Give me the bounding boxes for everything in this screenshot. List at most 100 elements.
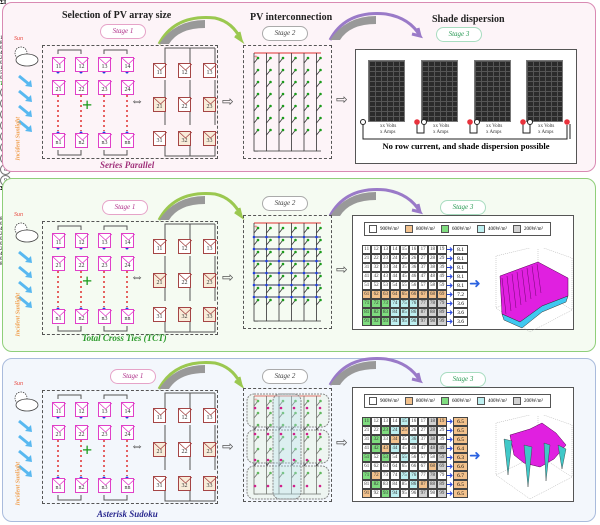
grid-cell: 29 <box>437 254 447 263</box>
pv-module: n2 <box>75 133 89 148</box>
grid-cell: 86 <box>409 480 419 489</box>
pv-module: 23 <box>98 80 112 95</box>
row-current-sum: 8.1 <box>453 245 468 254</box>
panel-spec: xx Volts x Amps <box>538 124 555 135</box>
panel-wiring <box>360 119 571 140</box>
grid-cell: 91 <box>362 317 372 326</box>
pv-module: 21 <box>153 442 167 457</box>
grid-cell: 47 <box>418 272 428 281</box>
grid-cell: 73 <box>380 471 391 480</box>
module-label: 22 <box>78 432 85 438</box>
grid-cell: 46 <box>409 444 419 453</box>
module-label: 21 <box>55 432 62 438</box>
grid-cell: 55 <box>399 281 409 290</box>
grid-cell: 27 <box>418 254 428 263</box>
legend-label: 600W/m² <box>452 398 471 404</box>
legend-label: 400W/m² <box>488 226 507 232</box>
module-label: 13 <box>101 240 108 246</box>
grid-cell: 11 <box>362 417 372 426</box>
module-label: 12 <box>181 415 188 421</box>
sunlight-arrows-icon <box>18 250 32 308</box>
module-label: 32 <box>181 314 188 320</box>
pv-module: 24 <box>121 80 135 95</box>
grid-cell: 65 <box>399 290 409 299</box>
pv-panel-image <box>526 60 563 122</box>
grid-cell: 17 <box>418 245 428 254</box>
module-label: 23 <box>206 104 213 110</box>
right-arrow-icon: ⇨ <box>222 440 234 455</box>
grid-cell: 15 <box>399 417 409 426</box>
sun-label: Sun <box>14 381 23 387</box>
grid-cell: 31 <box>362 435 372 444</box>
grid-cell: 86 <box>409 308 419 317</box>
module-label: 14 <box>124 240 131 246</box>
pv-module: 21 <box>153 97 167 112</box>
grid-cell: 29 <box>437 426 447 435</box>
grid-cell: 16 <box>409 417 419 426</box>
module-label: 23 <box>206 449 213 455</box>
legend-label: 800W/m² <box>416 398 435 404</box>
module-label: 21 <box>55 263 62 269</box>
legend-swatch <box>513 225 521 233</box>
row-current-sum: 7.2 <box>453 290 468 299</box>
module-label: 21 <box>156 104 163 110</box>
stage1-pill: Stage 1 <box>110 369 156 384</box>
pv-module: 14 <box>121 233 135 248</box>
stage2-box <box>243 215 332 329</box>
grid-cell: 28 <box>427 426 438 435</box>
curved-arrow-icon <box>157 192 245 221</box>
module-label: 21 <box>55 87 62 93</box>
pv-module: 12 <box>75 233 89 248</box>
grid-cell: 41 <box>362 272 372 281</box>
y-tick-label: 5 <box>0 71 600 76</box>
grid-cell: 89 <box>437 480 447 489</box>
module-label: 24 <box>124 87 131 93</box>
grid-cell: 69 <box>437 290 447 299</box>
module-label: 33 <box>206 483 213 489</box>
legend-swatch <box>441 225 449 233</box>
stage2-box <box>243 388 332 502</box>
sunlight-arrows-icon <box>18 419 32 477</box>
svg-text:+: + <box>254 223 258 231</box>
legend-swatch <box>405 225 413 233</box>
legend-swatch <box>477 397 485 405</box>
row-current-sum: 8.1 <box>453 281 468 290</box>
legend-label: 200W/m² <box>524 226 543 232</box>
row-current-sum: 6.5 <box>453 480 468 489</box>
grid-cell: 72 <box>371 299 381 308</box>
module-label: nn <box>124 485 131 491</box>
grid-cell: 82 <box>371 308 381 317</box>
right-arrow-icon: ⇨ <box>336 93 348 108</box>
blue-arrow-icon <box>447 419 453 424</box>
grid-cell: 73 <box>380 299 391 308</box>
grid-cell: 41 <box>362 444 372 453</box>
module-label: 23 <box>101 263 108 269</box>
grid-cell: 83 <box>380 308 391 317</box>
row-current-sum: 6.5 <box>453 435 468 444</box>
grid-cell: 25 <box>399 426 409 435</box>
blue-arrow-icon <box>447 473 453 478</box>
grid-cell: 53 <box>380 453 391 462</box>
pv-module: 22 <box>75 425 89 440</box>
pv-interconnection-diagram: +– <box>253 52 322 155</box>
module-label: n3 <box>101 140 108 146</box>
x-tick-label: 6 <box>0 222 600 227</box>
row-current-sum: 3.6 <box>453 299 468 308</box>
module-label: 12 <box>181 246 188 252</box>
module-label: 11 <box>55 240 62 246</box>
blue-arrow-icon <box>447 319 453 324</box>
pv-module: 23 <box>203 97 217 112</box>
pv-module: 11 <box>52 233 66 248</box>
module-label: n3 <box>101 485 108 491</box>
grid-cell: 25 <box>399 254 409 263</box>
grid-cell: 36 <box>409 263 419 272</box>
x-tick-label: 8 <box>0 41 600 46</box>
blue-arrow-icon <box>447 301 453 306</box>
grid-cell: 88 <box>427 480 438 489</box>
grid-cell: 24 <box>390 426 400 435</box>
grid-cell: 77 <box>418 471 428 480</box>
sun-label: Sun <box>14 36 23 42</box>
grid-cell: 48 <box>427 272 438 281</box>
row-current-sum: 3.6 <box>453 317 468 326</box>
module-label: 23 <box>101 432 108 438</box>
